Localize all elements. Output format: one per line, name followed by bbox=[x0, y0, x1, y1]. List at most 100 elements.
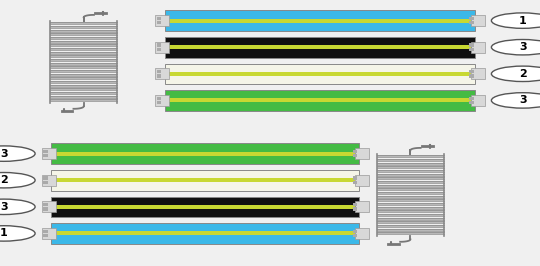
FancyBboxPatch shape bbox=[353, 203, 357, 206]
FancyBboxPatch shape bbox=[469, 101, 474, 104]
FancyBboxPatch shape bbox=[43, 181, 48, 184]
FancyBboxPatch shape bbox=[50, 59, 118, 61]
FancyBboxPatch shape bbox=[377, 155, 444, 157]
FancyBboxPatch shape bbox=[377, 225, 444, 227]
FancyBboxPatch shape bbox=[377, 174, 444, 176]
Circle shape bbox=[0, 226, 35, 241]
FancyBboxPatch shape bbox=[50, 48, 118, 50]
FancyBboxPatch shape bbox=[157, 48, 161, 51]
FancyBboxPatch shape bbox=[355, 148, 369, 159]
FancyBboxPatch shape bbox=[43, 176, 48, 180]
FancyBboxPatch shape bbox=[377, 218, 444, 220]
FancyBboxPatch shape bbox=[353, 207, 357, 211]
FancyBboxPatch shape bbox=[377, 167, 444, 168]
Circle shape bbox=[0, 146, 35, 161]
FancyBboxPatch shape bbox=[51, 143, 359, 164]
FancyBboxPatch shape bbox=[353, 150, 357, 153]
FancyBboxPatch shape bbox=[353, 154, 357, 157]
FancyBboxPatch shape bbox=[50, 66, 118, 68]
FancyBboxPatch shape bbox=[469, 48, 474, 51]
FancyBboxPatch shape bbox=[51, 223, 359, 244]
FancyBboxPatch shape bbox=[377, 185, 444, 187]
FancyBboxPatch shape bbox=[355, 201, 369, 213]
FancyBboxPatch shape bbox=[377, 203, 444, 205]
FancyBboxPatch shape bbox=[42, 201, 56, 213]
FancyBboxPatch shape bbox=[377, 163, 444, 165]
Text: 2: 2 bbox=[0, 175, 8, 185]
FancyBboxPatch shape bbox=[353, 181, 357, 184]
FancyBboxPatch shape bbox=[50, 41, 118, 43]
FancyBboxPatch shape bbox=[355, 228, 369, 239]
FancyBboxPatch shape bbox=[377, 159, 444, 161]
FancyBboxPatch shape bbox=[377, 214, 444, 216]
FancyBboxPatch shape bbox=[377, 221, 444, 223]
Circle shape bbox=[491, 13, 540, 28]
FancyBboxPatch shape bbox=[165, 90, 475, 111]
FancyBboxPatch shape bbox=[43, 203, 48, 206]
FancyBboxPatch shape bbox=[50, 70, 118, 72]
FancyBboxPatch shape bbox=[157, 17, 161, 20]
FancyBboxPatch shape bbox=[42, 174, 56, 186]
Text: 2: 2 bbox=[519, 69, 526, 79]
FancyBboxPatch shape bbox=[469, 21, 474, 24]
FancyBboxPatch shape bbox=[377, 170, 444, 172]
Circle shape bbox=[0, 199, 35, 214]
Circle shape bbox=[491, 66, 540, 81]
FancyBboxPatch shape bbox=[377, 181, 444, 183]
FancyBboxPatch shape bbox=[353, 234, 357, 237]
FancyBboxPatch shape bbox=[50, 74, 118, 76]
FancyBboxPatch shape bbox=[56, 205, 355, 209]
FancyBboxPatch shape bbox=[50, 77, 118, 79]
FancyBboxPatch shape bbox=[50, 37, 118, 39]
FancyBboxPatch shape bbox=[377, 200, 444, 201]
FancyBboxPatch shape bbox=[165, 37, 475, 57]
FancyBboxPatch shape bbox=[355, 174, 369, 186]
FancyBboxPatch shape bbox=[50, 81, 118, 83]
FancyBboxPatch shape bbox=[43, 207, 48, 211]
FancyBboxPatch shape bbox=[469, 74, 474, 78]
Text: 3: 3 bbox=[0, 202, 8, 212]
Text: 1: 1 bbox=[519, 16, 526, 26]
FancyBboxPatch shape bbox=[155, 41, 169, 53]
FancyBboxPatch shape bbox=[471, 15, 485, 26]
FancyBboxPatch shape bbox=[377, 188, 444, 190]
FancyBboxPatch shape bbox=[155, 68, 169, 80]
FancyBboxPatch shape bbox=[50, 96, 118, 98]
FancyBboxPatch shape bbox=[377, 177, 444, 179]
FancyBboxPatch shape bbox=[50, 52, 118, 54]
FancyBboxPatch shape bbox=[50, 88, 118, 90]
FancyBboxPatch shape bbox=[56, 231, 355, 235]
FancyBboxPatch shape bbox=[469, 43, 474, 47]
FancyBboxPatch shape bbox=[157, 70, 161, 73]
FancyBboxPatch shape bbox=[43, 150, 48, 153]
Text: 1: 1 bbox=[0, 228, 8, 238]
FancyBboxPatch shape bbox=[50, 99, 118, 101]
FancyBboxPatch shape bbox=[50, 55, 118, 57]
FancyBboxPatch shape bbox=[353, 230, 357, 233]
FancyBboxPatch shape bbox=[50, 85, 118, 87]
FancyBboxPatch shape bbox=[377, 192, 444, 194]
FancyBboxPatch shape bbox=[169, 45, 471, 49]
FancyBboxPatch shape bbox=[50, 22, 118, 24]
FancyBboxPatch shape bbox=[469, 97, 474, 100]
Circle shape bbox=[0, 172, 35, 188]
FancyBboxPatch shape bbox=[377, 229, 444, 231]
FancyBboxPatch shape bbox=[51, 197, 359, 217]
FancyBboxPatch shape bbox=[157, 43, 161, 47]
Circle shape bbox=[491, 93, 540, 108]
FancyBboxPatch shape bbox=[471, 41, 485, 53]
Circle shape bbox=[491, 39, 540, 55]
FancyBboxPatch shape bbox=[43, 230, 48, 233]
Text: 3: 3 bbox=[0, 149, 8, 159]
FancyBboxPatch shape bbox=[43, 234, 48, 237]
FancyBboxPatch shape bbox=[56, 178, 355, 182]
FancyBboxPatch shape bbox=[157, 74, 161, 78]
FancyBboxPatch shape bbox=[50, 34, 118, 35]
FancyBboxPatch shape bbox=[51, 170, 359, 190]
FancyBboxPatch shape bbox=[50, 30, 118, 32]
FancyBboxPatch shape bbox=[169, 98, 471, 102]
FancyBboxPatch shape bbox=[157, 21, 161, 24]
FancyBboxPatch shape bbox=[353, 176, 357, 180]
FancyBboxPatch shape bbox=[377, 210, 444, 212]
FancyBboxPatch shape bbox=[377, 207, 444, 209]
